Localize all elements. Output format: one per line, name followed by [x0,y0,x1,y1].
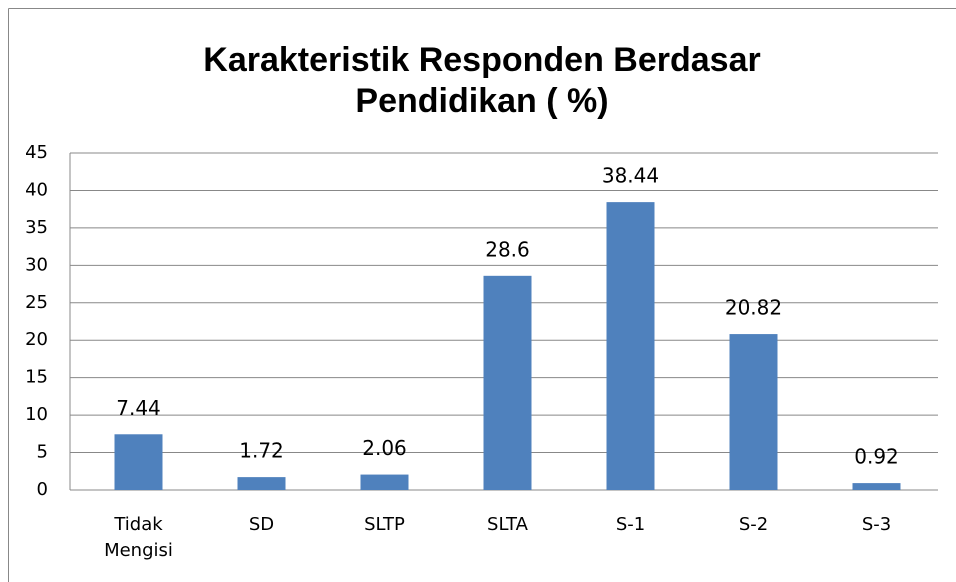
y-tick-label: 20 [25,329,48,350]
x-tick-label: S-1 [615,514,646,535]
x-tick-label: S-2 [738,514,769,535]
data-label: 38.44 [602,164,659,188]
bar [606,202,655,490]
y-tick-label: 5 [37,442,48,463]
y-tick-label: 15 [25,367,48,388]
data-label: 0.92 [854,445,899,469]
data-label: 7.44 [116,396,161,420]
bar [114,434,163,490]
data-label: 20.82 [725,296,782,320]
y-tick-label: 35 [25,217,48,238]
data-label: 2.06 [362,436,407,460]
y-tick-label: 30 [25,254,48,275]
bar [237,477,286,490]
data-label: 1.72 [239,439,284,463]
x-tick-label: S-3 [861,514,892,535]
bar [360,474,409,490]
data-label: 28.6 [485,237,530,261]
bar [729,334,778,490]
x-tick-label: SD [248,514,275,535]
x-tick-label: Tidak Mengisi [104,514,173,561]
chart-title: Karakteristik Responden Berdasar [203,41,760,79]
chart-title: Pendidikan ( %) [355,82,608,120]
y-tick-label: 25 [25,292,48,313]
y-tick-label: 0 [37,479,48,500]
y-tick-label: 40 [25,179,48,200]
x-tick-label: SLTA [487,514,528,535]
x-tick-label: SLTP [364,514,405,535]
bar [852,483,901,490]
bar [483,275,532,490]
y-tick-label: 10 [25,404,48,425]
y-tick-label: 45 [25,142,48,163]
